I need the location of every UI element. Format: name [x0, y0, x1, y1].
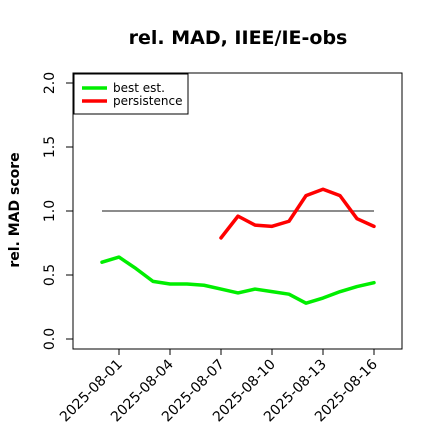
y-tick-label: 1.0: [42, 200, 58, 222]
legend: best est. persistence: [73, 73, 189, 115]
series-line-best-est: [100, 255, 376, 305]
y-tick-label: 0.5: [42, 264, 58, 286]
y-axis: 0.0 0.5 1.0 1.5 2.0: [42, 72, 73, 350]
y-tick-label: 2.0: [42, 72, 58, 94]
legend-label-best-est: best est.: [113, 81, 165, 95]
y-tick-label: 0.0: [42, 328, 58, 350]
series-layer: [100, 187, 376, 305]
series-line-persistence: [219, 187, 376, 240]
x-axis: 2025-08-012025-08-042025-08-072025-08-10…: [57, 349, 381, 425]
y-axis-label: rel. MAD score: [7, 152, 23, 267]
chart-title: rel. MAD, IIEE/IE-obs: [129, 27, 348, 49]
legend-label-persistence: persistence: [113, 94, 182, 108]
y-tick-label: 1.5: [42, 136, 58, 158]
legend-box: [73, 73, 189, 115]
